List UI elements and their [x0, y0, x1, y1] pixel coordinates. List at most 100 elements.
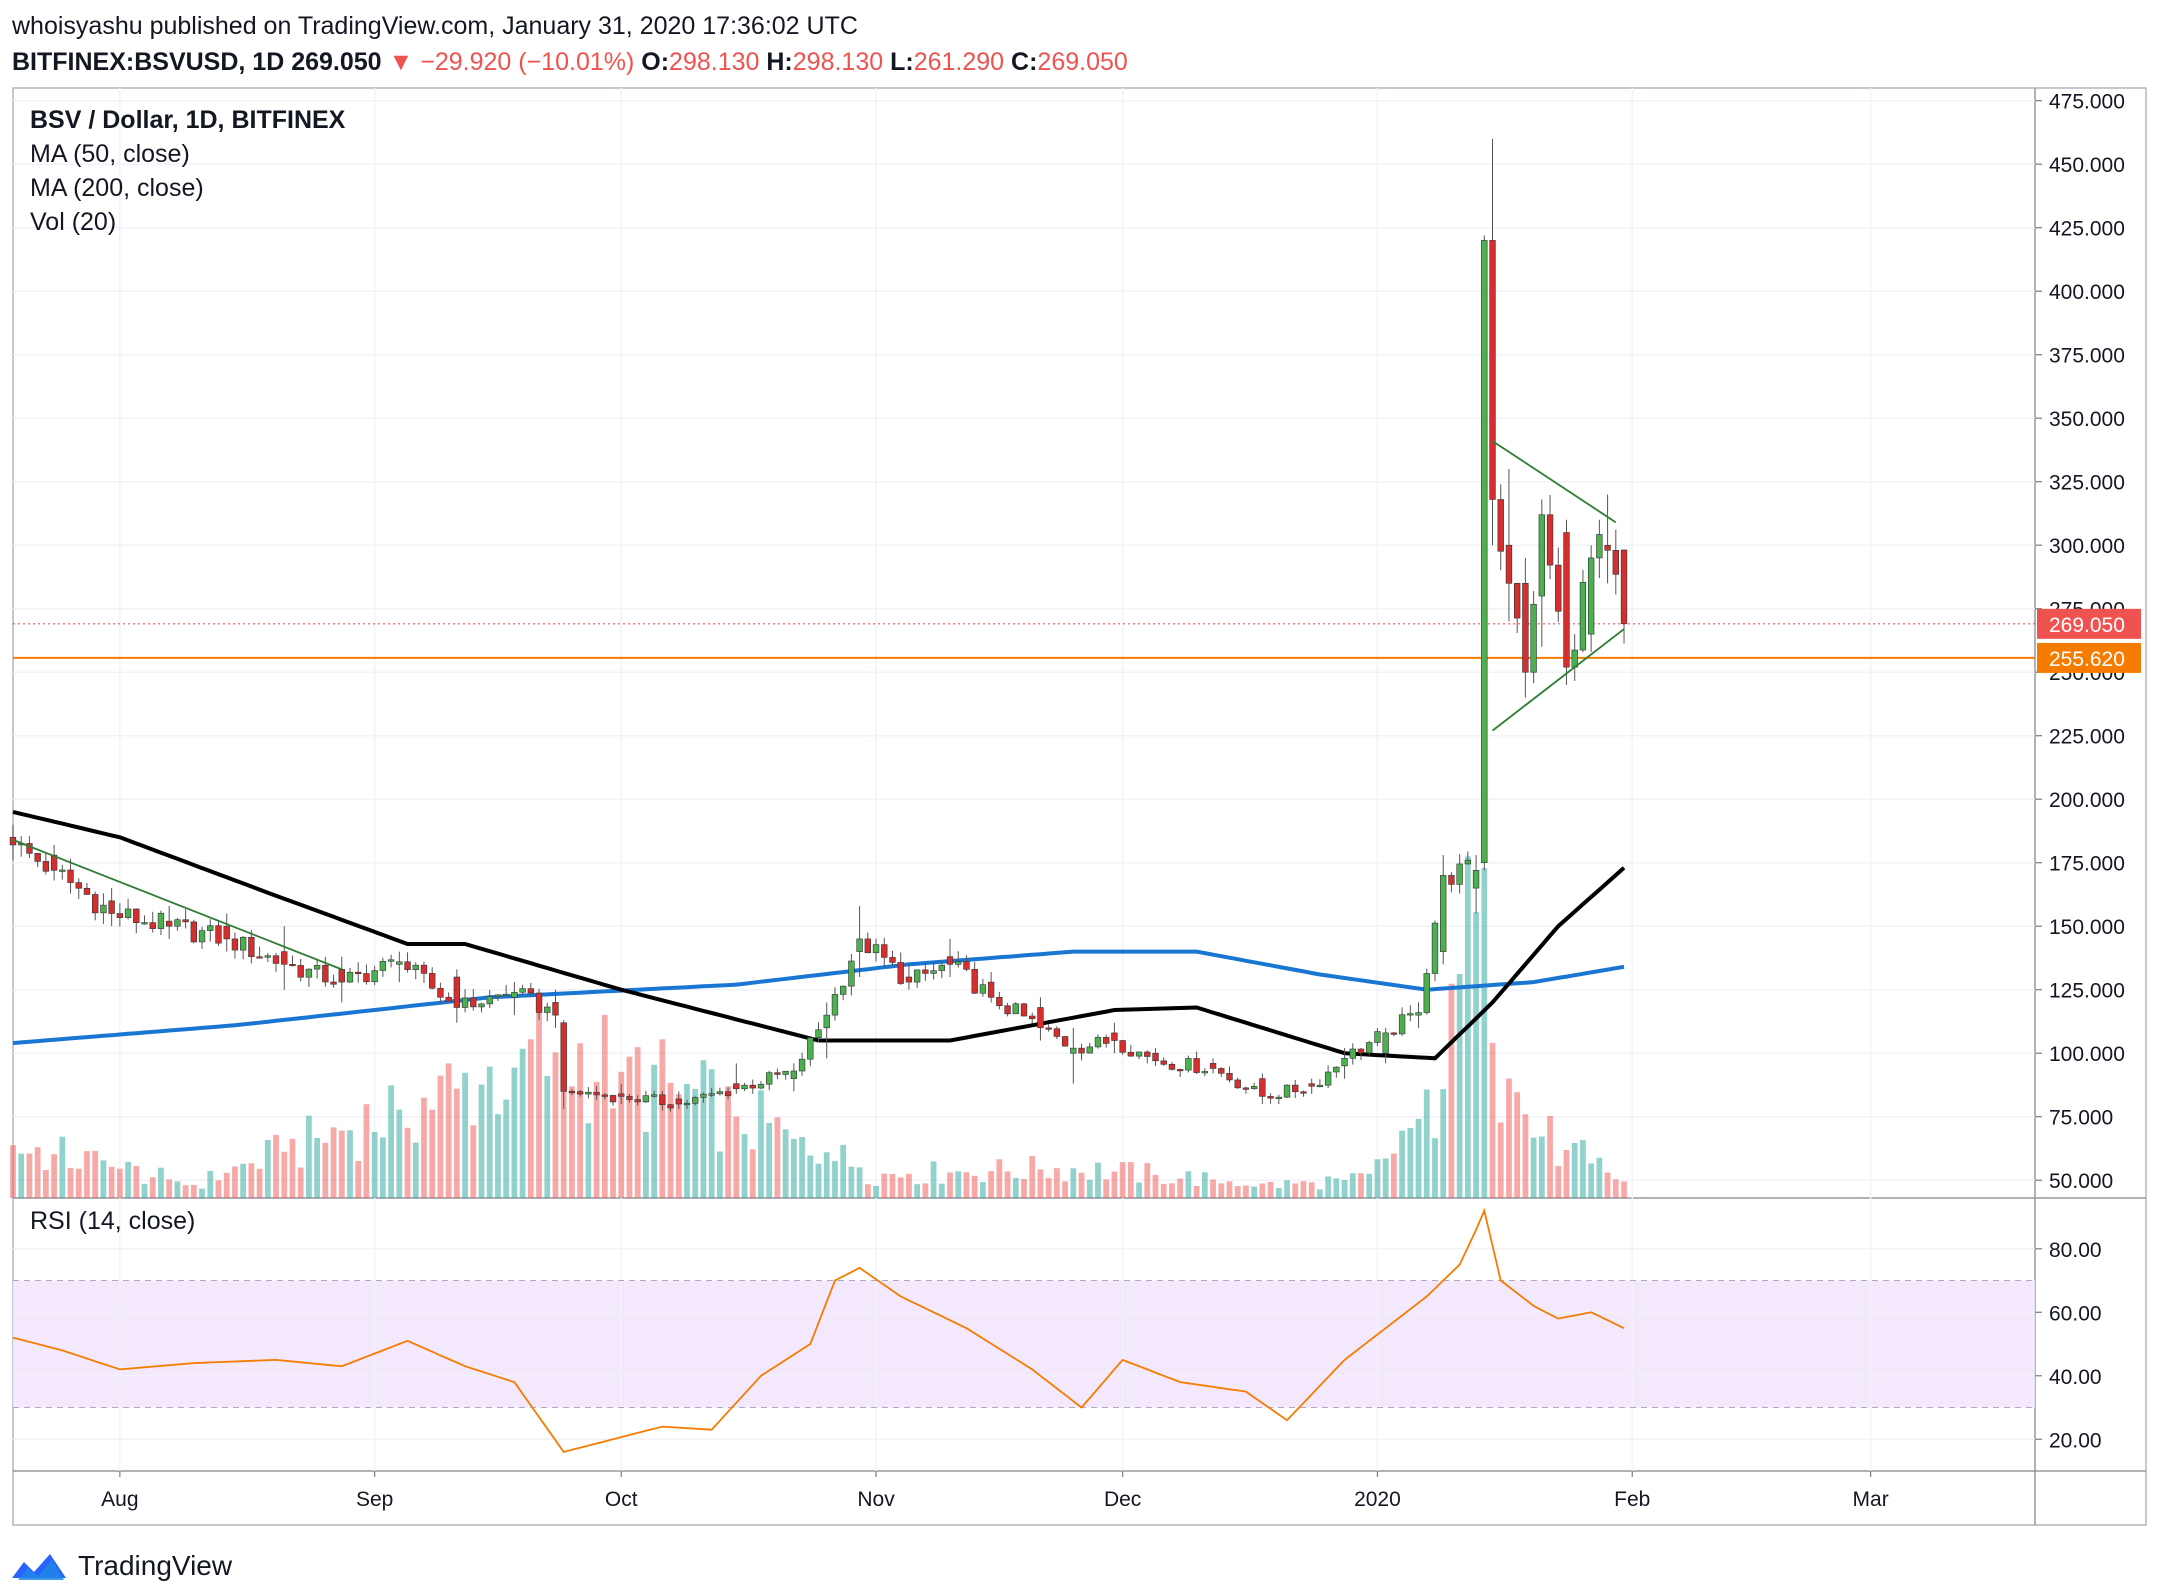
volume-bar	[1185, 1171, 1192, 1198]
volume-bar	[1226, 1181, 1233, 1198]
ma200-path	[12, 949, 1625, 1046]
candle-body	[971, 969, 978, 994]
volume-bar	[1136, 1182, 1142, 1198]
candle-body	[1275, 1096, 1282, 1099]
volume-bar	[1456, 973, 1463, 1198]
candle-body	[955, 961, 962, 965]
volume-bar	[963, 1172, 970, 1198]
candle-body	[1193, 1058, 1200, 1073]
volume-bar	[1489, 1042, 1496, 1198]
candle-body	[239, 936, 247, 951]
volume-bar	[1325, 1176, 1331, 1198]
volume-bar	[610, 1108, 616, 1198]
volume-bar	[692, 1088, 699, 1198]
volume-bar	[1300, 1181, 1307, 1198]
candle-body	[420, 964, 428, 974]
open-value: 298.130	[669, 48, 760, 76]
time-tick-label: Dec	[1104, 1488, 1141, 1511]
volume-bar	[1103, 1179, 1110, 1198]
volume-bar	[1292, 1183, 1299, 1198]
volume-bar	[478, 1084, 485, 1198]
candle-body	[938, 964, 945, 971]
candle-body	[1415, 1012, 1422, 1016]
volume-bar	[223, 1172, 230, 1198]
candle-body	[1513, 583, 1521, 619]
volume-bar	[190, 1184, 197, 1198]
candle-body	[1579, 582, 1587, 651]
volume-bar	[1119, 1162, 1126, 1198]
volume-bar	[1571, 1142, 1578, 1198]
volume-bar	[1391, 1153, 1397, 1198]
volume-bar	[1029, 1156, 1036, 1198]
candle-body	[1061, 1036, 1069, 1047]
volume-bar	[149, 1177, 156, 1198]
volume-bar	[412, 1142, 419, 1198]
volume-bar	[67, 1167, 74, 1198]
candle-body	[1555, 564, 1562, 612]
volume-bar	[733, 1116, 740, 1198]
volume-bar	[1152, 1174, 1159, 1198]
candle-body	[92, 894, 99, 914]
volume-bar	[1588, 1163, 1595, 1198]
volume-bar	[1201, 1172, 1208, 1198]
price-tick-label: 125.000	[2049, 980, 2125, 1003]
volume-bar	[1538, 1136, 1545, 1198]
candle-body	[922, 969, 929, 974]
candle-body	[1135, 1051, 1143, 1057]
candle-body	[609, 1095, 617, 1103]
chart-frame	[12, 87, 2147, 1526]
price-chart[interactable]: 50.000 75.000 100.000 125.000 150.000 175.000…	[0, 0, 2160, 1540]
volume-bar	[864, 1184, 871, 1198]
candle-body	[568, 1091, 576, 1094]
volume-bar	[1284, 1180, 1290, 1198]
candle-body	[979, 984, 987, 994]
volume-bar	[133, 1166, 140, 1198]
volume-bar	[1415, 1118, 1422, 1198]
volume-bar	[166, 1179, 173, 1198]
volume-bar	[470, 1125, 477, 1198]
candle-body	[42, 861, 50, 872]
volume-bar	[1127, 1162, 1134, 1198]
candle-body	[831, 994, 839, 1016]
volume-bar	[988, 1171, 994, 1198]
price-tick-label: 300.000	[2049, 535, 2125, 558]
trendlines	[12, 440, 1625, 971]
volume-bar	[215, 1180, 222, 1198]
volume-bar	[1506, 1078, 1512, 1198]
price-marker-lines	[13, 623, 2035, 659]
time-tick-label: Feb	[1614, 1488, 1650, 1511]
candle-body	[379, 960, 387, 971]
candle-body	[1226, 1073, 1233, 1081]
price-tick-label: 400.000	[2049, 281, 2125, 304]
candle-body	[338, 969, 345, 983]
candle-body	[313, 964, 321, 970]
volume-bar	[552, 1052, 559, 1198]
candle-body	[848, 960, 855, 987]
volume-bar	[1580, 1140, 1586, 1198]
time-tick-label: Aug	[101, 1488, 138, 1511]
volume-bar	[1243, 1185, 1249, 1198]
candle-body	[552, 1002, 559, 1016]
candle-body	[1119, 1040, 1126, 1053]
volume-bar	[626, 1056, 633, 1198]
candle-body	[1382, 1032, 1389, 1054]
candle-body	[946, 956, 954, 965]
volume-bar	[429, 1109, 436, 1198]
candle-body	[889, 957, 896, 963]
candle-body	[281, 951, 288, 965]
candle-body	[1053, 1028, 1061, 1037]
low-label: L:	[890, 48, 914, 76]
volume-bar	[1555, 1165, 1562, 1198]
price-tick-label: 350.000	[2049, 408, 2125, 431]
volume-bar	[355, 1160, 362, 1198]
candle-body	[207, 925, 214, 931]
candle-body	[576, 1091, 584, 1095]
volume-bar	[823, 1152, 830, 1198]
volume-bar	[873, 1186, 879, 1198]
volume-bar	[363, 1104, 370, 1198]
candle-body	[1489, 240, 1496, 500]
volume-bar	[1358, 1173, 1364, 1198]
volume-bar	[256, 1168, 263, 1198]
volume-bar	[684, 1084, 690, 1198]
volume-bar	[1086, 1179, 1093, 1198]
